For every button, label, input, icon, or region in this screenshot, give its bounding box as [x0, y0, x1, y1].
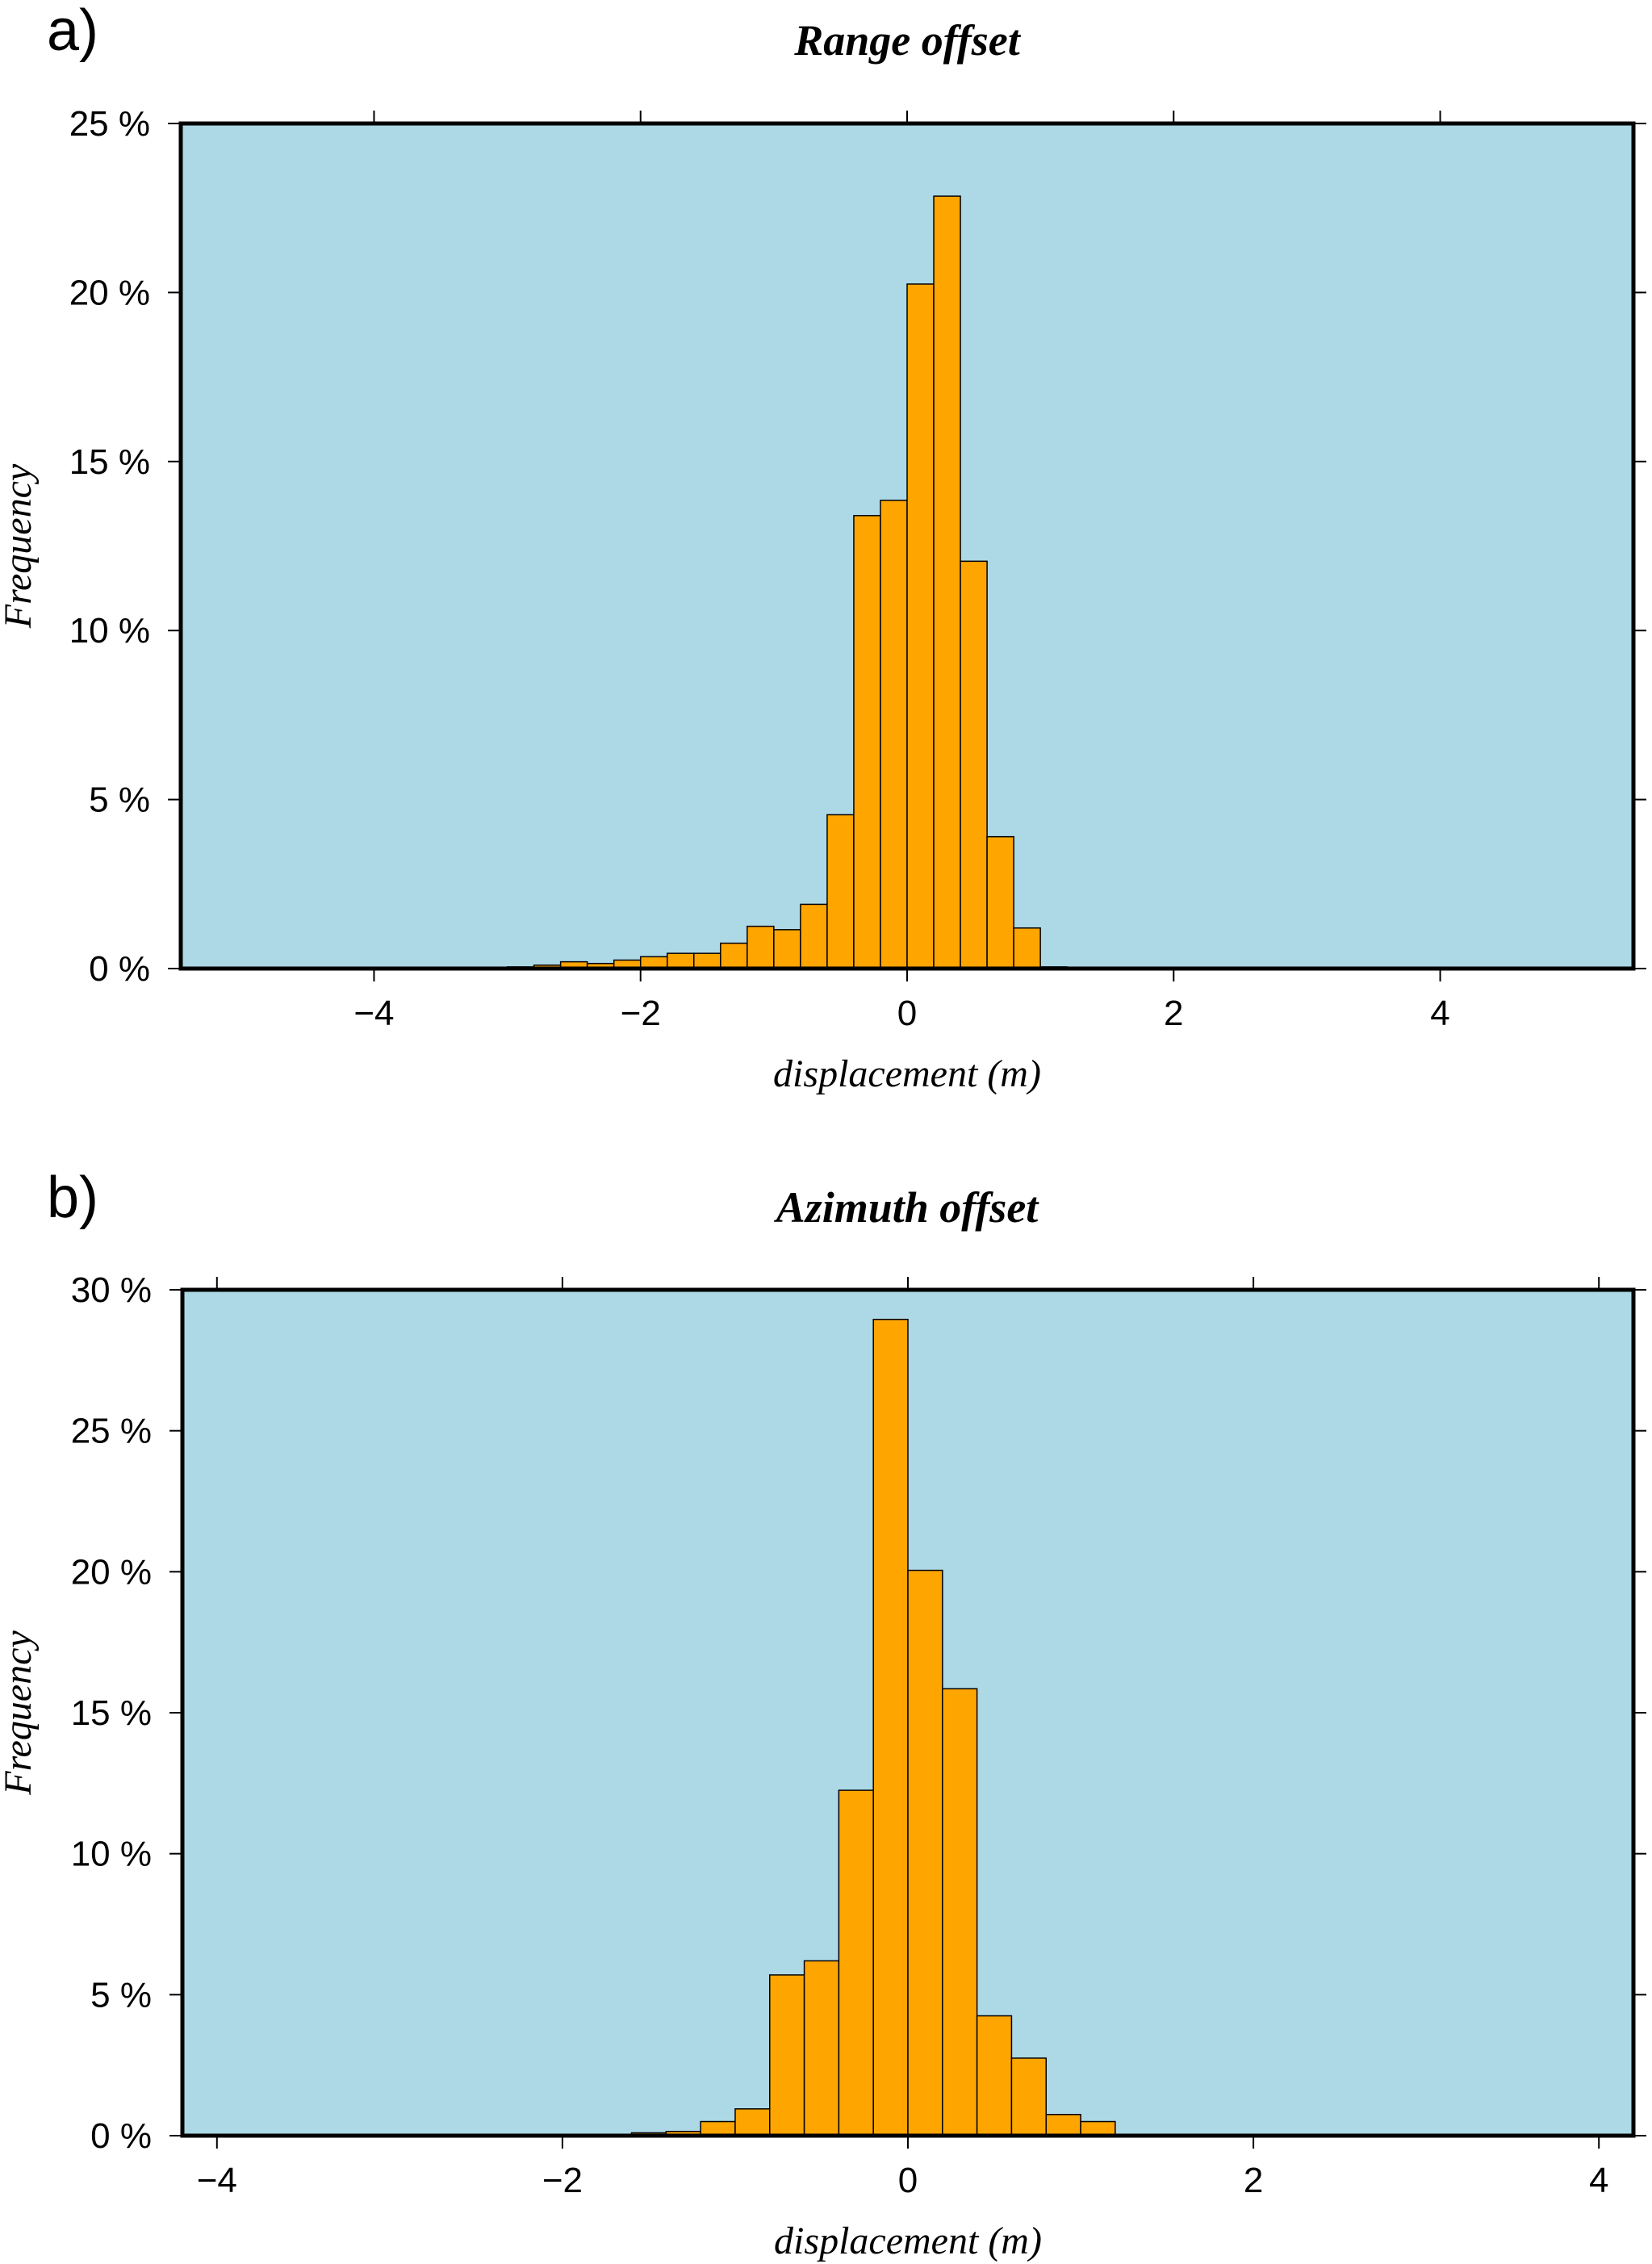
y-tick-label: 20 % [69, 273, 150, 312]
histogram-bar [933, 195, 961, 969]
y-tick-label: 25 % [71, 1412, 152, 1451]
y-tick-label: 15 % [71, 1693, 152, 1733]
histogram-bar [1013, 927, 1041, 969]
panel-label: b) [47, 1165, 98, 1230]
histogram-bar [838, 1789, 874, 2136]
histogram-bar [720, 942, 748, 969]
chart-title: Range offset [793, 16, 1021, 65]
y-axis: 0 % 5 % 10 % 15 % 20 % 25 % 30 % [71, 1270, 1646, 2156]
histogram-panel-azimuth: b) Azimuth offset −4 −2 0 2 4 0 % 5 % 10 % 15 %… [0, 1165, 1646, 2262]
histogram-bar [700, 2120, 736, 2136]
x-tick-label: 2 [1164, 994, 1183, 1033]
histogram-bar [1080, 2120, 1116, 2136]
y-axis: 0 % 5 % 10 % 15 % 20 % 25 % [69, 104, 1646, 989]
histogram-bar [747, 925, 775, 969]
y-tick-label: 5 % [90, 1975, 152, 2015]
histogram-panel-range: a) Range offset −4 −2 0 2 4 0 % 5 % 10 % 15 % 20… [0, 0, 1646, 1095]
histogram-bar [986, 835, 1014, 969]
y-tick-label: 0 % [89, 949, 150, 989]
y-tick-label: 15 % [69, 442, 150, 482]
histogram-bar [1045, 2114, 1081, 2136]
histogram-bar [769, 1974, 805, 2136]
x-tick-label: 4 [1589, 2161, 1608, 2200]
histogram-bar [1010, 2057, 1047, 2136]
y-tick-label: 30 % [71, 1270, 152, 1310]
x-axis-label: displacement (m) [774, 2220, 1042, 2262]
histogram-bar [907, 1569, 943, 2136]
y-axis-label: Frequency [0, 1630, 40, 1796]
x-tick-label: 0 [897, 994, 917, 1033]
y-tick-label: 20 % [71, 1552, 152, 1592]
histogram-bar [826, 814, 855, 969]
x-tick-label: −4 [353, 994, 394, 1033]
y-tick-label: 0 % [90, 2116, 152, 2156]
histogram-bar [773, 929, 801, 969]
bars-group [630, 1318, 1151, 2136]
y-axis-label: Frequency [0, 463, 40, 629]
x-tick-label: 0 [898, 2161, 918, 2200]
y-tick-label: 5 % [89, 780, 150, 820]
histogram-bar [800, 903, 828, 969]
histogram-bar [667, 952, 695, 969]
histogram-bar [693, 952, 721, 969]
histogram-bar [853, 515, 881, 969]
panel-label: a) [47, 0, 98, 63]
bars-group [506, 195, 1068, 969]
histogram-bar [880, 500, 908, 969]
x-tick-label: −2 [621, 994, 661, 1033]
histogram-bar [960, 560, 988, 969]
histogram-bar [942, 1688, 978, 2136]
histogram-bar [803, 1960, 840, 2136]
histogram-bar [734, 2108, 771, 2136]
histogram-bar [872, 1318, 909, 2136]
histogram-bar [976, 2015, 1013, 2136]
x-tick-label: 2 [1244, 2161, 1263, 2200]
x-tick-label: −4 [197, 2161, 237, 2200]
y-tick-label: 10 % [71, 1835, 152, 1874]
x-axis: −4 −2 0 2 4 [197, 1277, 1608, 2200]
x-tick-label: 4 [1430, 994, 1449, 1033]
chart-title: Azimuth offset [774, 1183, 1040, 1232]
y-tick-label: 25 % [69, 104, 150, 144]
x-tick-label: −2 [542, 2161, 583, 2200]
x-axis: −4 −2 0 2 4 [353, 111, 1450, 1033]
y-tick-label: 10 % [69, 611, 150, 651]
x-axis-label: displacement (m) [773, 1052, 1041, 1095]
histogram-bar [906, 283, 935, 969]
